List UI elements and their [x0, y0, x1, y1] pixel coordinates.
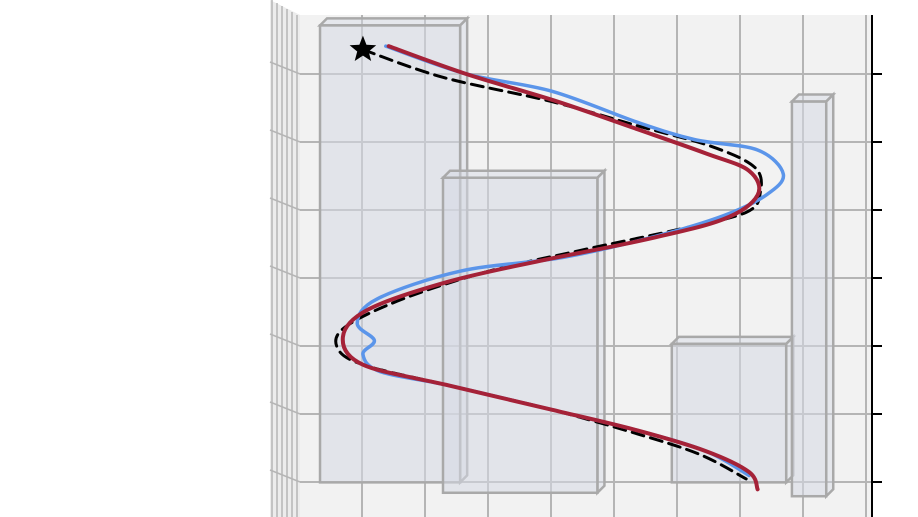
- obstacle-front: [792, 102, 826, 497]
- obstacle-front: [443, 178, 597, 493]
- obstacle-4: [792, 95, 833, 497]
- obstacle-front: [320, 25, 460, 482]
- right-axis: [872, 15, 882, 517]
- pane-side: [270, 0, 300, 517]
- obstacle-2: [443, 171, 604, 493]
